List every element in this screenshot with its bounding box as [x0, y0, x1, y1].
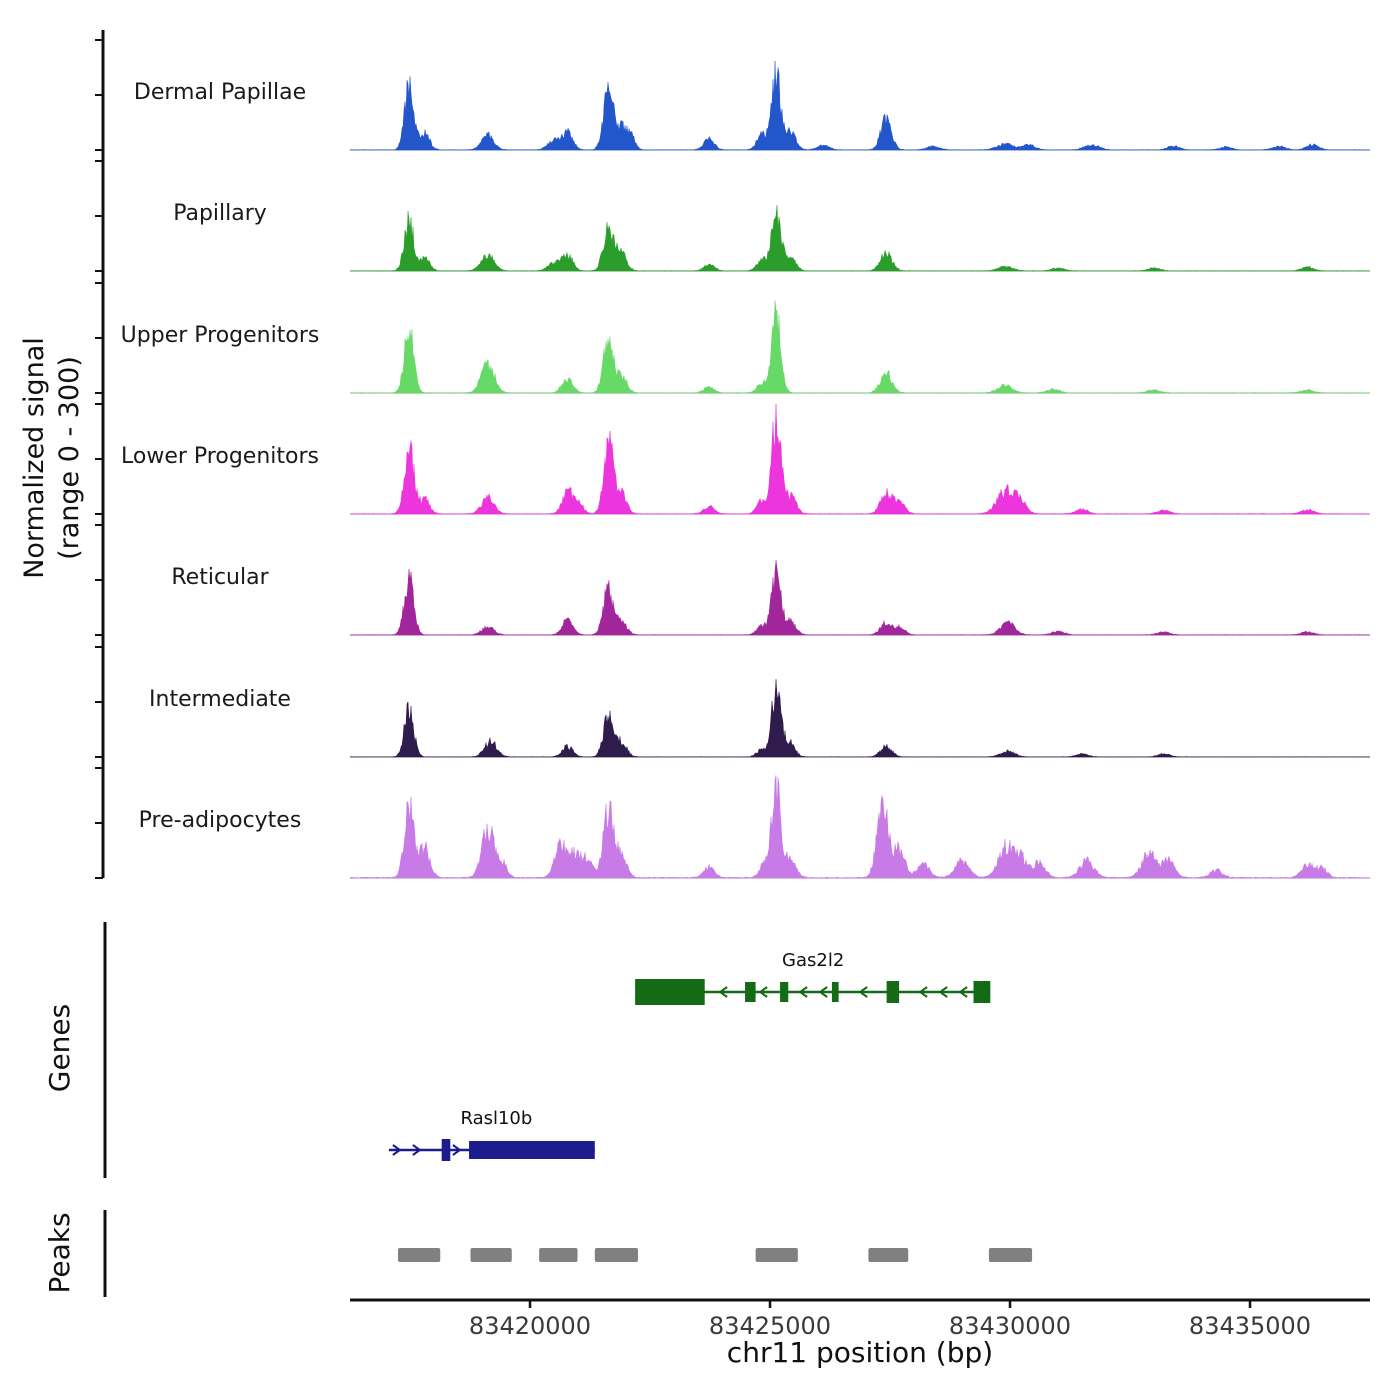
track-label-dermal-papillae: Dermal Papillae — [133, 80, 307, 105]
strand-arrow-icon — [958, 986, 968, 998]
strand-arrow-icon — [858, 986, 868, 998]
track-label-reticular: Reticular — [171, 565, 269, 590]
signal-track-reticular — [349, 560, 1371, 636]
peak-region — [470, 1248, 512, 1262]
genes-section-label: Genes — [42, 1003, 76, 1093]
strand-arrow-icon — [718, 986, 728, 998]
gene-exon — [441, 1139, 451, 1161]
gene-rasl10b — [388, 1139, 595, 1161]
x-tick-label: 83425000 — [708, 1312, 832, 1340]
gene-exon — [973, 981, 991, 1003]
track-label-upper-progenitors: Upper Progenitors — [120, 323, 320, 348]
gene-label-rasl10b: Rasl10b — [460, 1108, 533, 1129]
gene-exon — [831, 982, 839, 1002]
signal-track-papillary — [349, 205, 1371, 272]
gene-exon — [635, 979, 705, 1005]
y-axis-label: Normalized signal (range 0 - 300) — [18, 337, 85, 579]
track-label-intermediate: Intermediate — [149, 687, 291, 712]
strand-arrow-icon — [392, 1144, 402, 1156]
strand-arrow-icon — [938, 986, 948, 998]
x-tick-label: 83435000 — [1188, 1312, 1312, 1340]
strand-arrow-icon — [798, 986, 808, 998]
gene-exon — [780, 982, 789, 1002]
peak-region — [398, 1248, 441, 1262]
signal-track-lower-progenitors — [349, 403, 1371, 515]
strand-arrow-icon — [918, 986, 928, 998]
x-tick-label: 83430000 — [948, 1312, 1072, 1340]
track-label-lower-progenitors: Lower Progenitors — [121, 444, 319, 469]
x-axis-title: chr11 position (bp) — [726, 1336, 994, 1369]
strand-arrow-icon — [758, 986, 768, 998]
peak-region — [594, 1248, 638, 1262]
track-label-pre-adipocytes: Pre-adipocytes — [138, 808, 302, 833]
gene-gas2l2 — [635, 979, 991, 1005]
peaks-section-label: Peaks — [42, 1212, 76, 1294]
peak-region — [539, 1248, 578, 1262]
gene-exon — [745, 982, 756, 1002]
signal-track-intermediate — [349, 679, 1371, 758]
peak-region — [988, 1248, 1033, 1262]
gene-exon — [469, 1141, 595, 1159]
strand-arrow-icon — [452, 1144, 462, 1156]
x-tick-label: 83420000 — [468, 1312, 592, 1340]
track-label-papillary: Papillary — [173, 201, 267, 226]
peak-region — [755, 1248, 798, 1262]
strand-arrow-icon — [412, 1144, 422, 1156]
gene-label-gas2l2: Gas2l2 — [782, 950, 845, 971]
signal-track-dermal-papillae — [349, 60, 1371, 151]
peak-region — [868, 1248, 909, 1262]
signal-track-pre-adipocytes — [349, 775, 1371, 879]
signal-track-upper-progenitors — [349, 300, 1371, 394]
strand-arrow-icon — [818, 986, 828, 998]
gene-exon — [886, 981, 900, 1003]
